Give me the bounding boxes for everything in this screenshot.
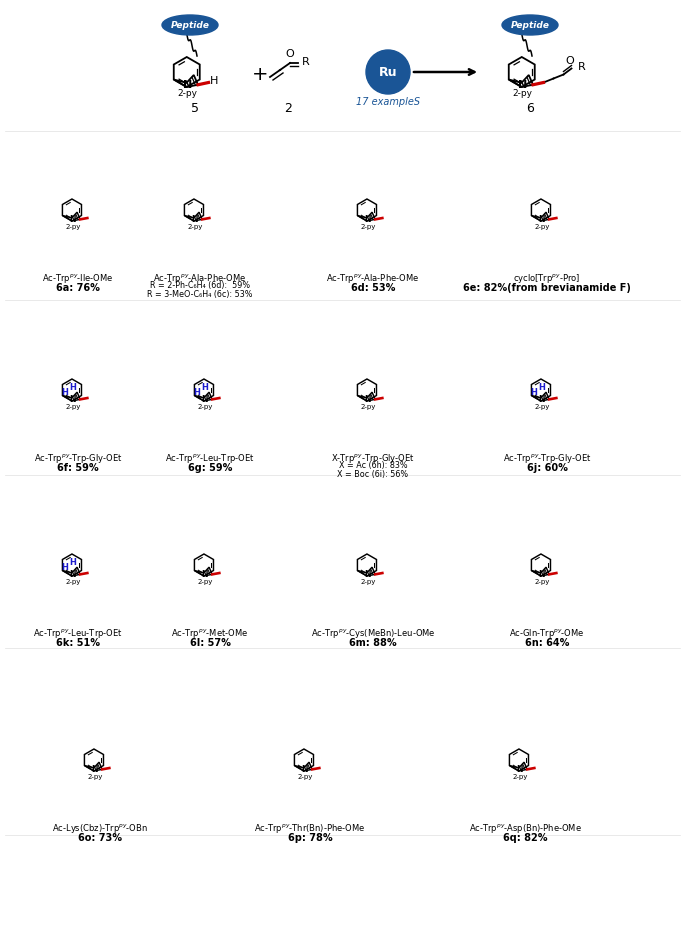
- Text: N: N: [364, 395, 371, 405]
- Text: N: N: [201, 395, 208, 405]
- Text: N: N: [92, 765, 98, 774]
- Text: Ac-Trp$^{py}$-Leu-Trp-OEt: Ac-Trp$^{py}$-Leu-Trp-OEt: [33, 627, 123, 640]
- Text: R = 3-MeO-C₆H₄ (6c): 53%: R = 3-MeO-C₆H₄ (6c): 53%: [147, 290, 253, 299]
- Text: Ac-Trp$^{py}$-Leu-Trp-OEt: Ac-Trp$^{py}$-Leu-Trp-OEt: [165, 452, 255, 465]
- Text: 5: 5: [191, 102, 199, 114]
- Text: O: O: [286, 49, 295, 59]
- Text: Ac-Trp$^{py}$-Ile-OMe: Ac-Trp$^{py}$-Ile-OMe: [42, 272, 114, 285]
- Text: H: H: [538, 383, 545, 391]
- Text: Peptide: Peptide: [171, 21, 210, 30]
- Text: Ac-Trp$^{py}$-Thr(Bn)-Phe-OMe: Ac-Trp$^{py}$-Thr(Bn)-Phe-OMe: [254, 822, 366, 835]
- Circle shape: [366, 50, 410, 94]
- Text: Ac-Lys(Cbz)-Trp$^{py}$-OBn: Ac-Lys(Cbz)-Trp$^{py}$-OBn: [52, 822, 148, 835]
- Text: 6m: 88%: 6m: 88%: [349, 638, 397, 648]
- Text: Ac-Trp$^{py}$-Ala-Phe-OMe: Ac-Trp$^{py}$-Ala-Phe-OMe: [153, 272, 247, 285]
- Text: Ac-Trp$^{py}$-Asp(Bn)-Phe-OMe: Ac-Trp$^{py}$-Asp(Bn)-Phe-OMe: [469, 822, 582, 835]
- Text: N: N: [192, 215, 198, 225]
- Text: Ac-Trp$^{py}$-Met-OMe: Ac-Trp$^{py}$-Met-OMe: [171, 627, 249, 640]
- Text: 2-py: 2-py: [187, 224, 203, 230]
- Text: 2-py: 2-py: [534, 404, 549, 410]
- Text: 6j: 60%: 6j: 60%: [527, 463, 567, 473]
- Text: +: +: [252, 66, 269, 85]
- Ellipse shape: [502, 15, 558, 35]
- Text: 2-py: 2-py: [360, 579, 375, 585]
- Text: N: N: [69, 395, 76, 405]
- Text: 2-py: 2-py: [177, 89, 197, 98]
- Text: Ac-Trp$^{py}$-Ala-Phe-OMe: Ac-Trp$^{py}$-Ala-Phe-OMe: [327, 272, 419, 285]
- Text: 6g: 59%: 6g: 59%: [188, 463, 232, 473]
- Text: 2-py: 2-py: [512, 89, 532, 98]
- Text: 2-py: 2-py: [534, 579, 549, 585]
- Text: Ac-Trp$^{py}$-Trp-Gly-OEt: Ac-Trp$^{py}$-Trp-Gly-OEt: [34, 452, 122, 465]
- Text: H: H: [70, 383, 77, 391]
- Text: 2-py: 2-py: [512, 774, 527, 780]
- Text: 2-py: 2-py: [65, 579, 80, 585]
- Text: Ac-Trp$^{py}$-Cys(MeBn)-Leu-OMe: Ac-Trp$^{py}$-Cys(MeBn)-Leu-OMe: [311, 627, 436, 640]
- Text: 6q: 82%: 6q: 82%: [503, 833, 547, 843]
- Text: N: N: [183, 80, 192, 89]
- Text: R: R: [577, 62, 586, 71]
- Text: 2-py: 2-py: [360, 224, 375, 230]
- Text: N: N: [301, 765, 308, 774]
- Text: H: H: [530, 388, 537, 397]
- Text: H: H: [193, 388, 200, 397]
- Text: N: N: [201, 570, 208, 580]
- Text: N: N: [518, 80, 527, 89]
- Text: X-Trp$^{py}$-Trp-Gly-OEt: X-Trp$^{py}$-Trp-Gly-OEt: [331, 452, 415, 465]
- Text: 6a: 76%: 6a: 76%: [56, 283, 100, 293]
- Text: X = Boc (6i): 56%: X = Boc (6i): 56%: [338, 470, 408, 479]
- Text: 6n: 64%: 6n: 64%: [525, 638, 569, 648]
- Text: H: H: [62, 388, 68, 397]
- Text: N: N: [69, 215, 76, 225]
- Text: 2-py: 2-py: [534, 224, 549, 230]
- Text: N: N: [69, 570, 76, 580]
- Text: 2: 2: [284, 102, 292, 114]
- Text: N: N: [538, 215, 545, 225]
- Text: 6o: 73%: 6o: 73%: [78, 833, 122, 843]
- Text: 2-py: 2-py: [65, 224, 80, 230]
- Text: Ac-Trp$^{py}$-Trp-Gly-OEt: Ac-Trp$^{py}$-Trp-Gly-OEt: [503, 452, 591, 465]
- Text: 17 exampleS: 17 exampleS: [356, 97, 420, 107]
- Text: 6k: 51%: 6k: 51%: [56, 638, 100, 648]
- Text: cyclo[Trp$^{py}$-Pro]: cyclo[Trp$^{py}$-Pro]: [513, 272, 581, 285]
- Text: 2-py: 2-py: [360, 404, 375, 410]
- Text: N: N: [538, 570, 545, 580]
- Text: N: N: [364, 570, 371, 580]
- Text: 2-py: 2-py: [197, 579, 212, 585]
- Text: 2-py: 2-py: [297, 774, 312, 780]
- Text: H: H: [210, 75, 219, 86]
- Text: O: O: [565, 55, 574, 66]
- Text: 2-py: 2-py: [197, 404, 212, 410]
- Text: R: R: [302, 57, 310, 67]
- Text: H: H: [201, 383, 208, 391]
- Text: 6d: 53%: 6d: 53%: [351, 283, 395, 293]
- Text: 2-py: 2-py: [65, 404, 80, 410]
- Text: N: N: [364, 215, 371, 225]
- Text: N: N: [538, 395, 545, 405]
- Text: 6l: 57%: 6l: 57%: [190, 638, 230, 648]
- Text: N: N: [516, 765, 523, 774]
- Text: H: H: [70, 558, 77, 566]
- Text: 6e: 82%(from brevianamide F): 6e: 82%(from brevianamide F): [463, 283, 631, 293]
- Text: 6p: 78%: 6p: 78%: [288, 833, 332, 843]
- Text: Peptide: Peptide: [510, 21, 549, 30]
- Ellipse shape: [162, 15, 218, 35]
- Text: 6f: 59%: 6f: 59%: [57, 463, 99, 473]
- Text: H: H: [62, 564, 68, 572]
- Text: Ru: Ru: [379, 66, 397, 78]
- Text: X = Ac (6h): 83%: X = Ac (6h): 83%: [338, 461, 408, 470]
- Text: R = 2-Ph-C₆H₄ (6d):  59%: R = 2-Ph-C₆H₄ (6d): 59%: [150, 281, 250, 290]
- Text: Ac-Gln-Trp$^{py}$-OMe: Ac-Gln-Trp$^{py}$-OMe: [509, 627, 585, 640]
- Text: 2-py: 2-py: [87, 774, 103, 780]
- Text: 6: 6: [526, 102, 534, 114]
